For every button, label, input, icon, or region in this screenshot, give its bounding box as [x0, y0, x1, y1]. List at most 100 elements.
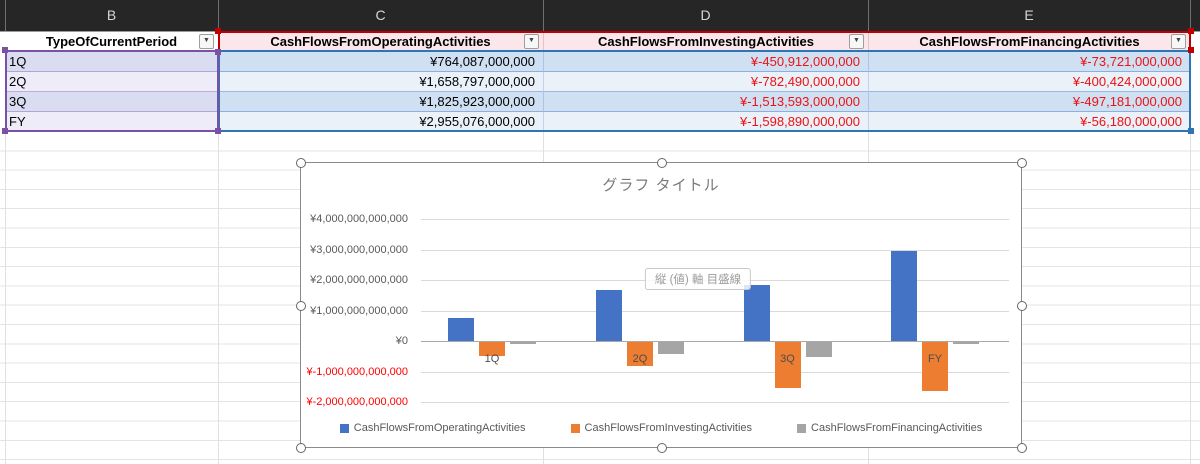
filter-arrow-icon: ▼ [853, 37, 860, 44]
chart-resize-handle-bottom-center[interactable] [657, 443, 667, 453]
header-label: CashFlowsFromOperatingActivities [270, 34, 491, 49]
legend-label: CashFlowsFromInvestingActivities [584, 422, 753, 434]
bar-FY-series-2[interactable] [953, 342, 979, 344]
legend-label: CashFlowsFromFinancingActivities [811, 422, 983, 434]
table-body: 1Q ¥764,087,000,000 ¥-450,912,000,000 ¥-73,… [0, 52, 1200, 132]
column-header-D[interactable]: D [700, 7, 711, 23]
value-cell[interactable]: ¥-1,513,593,000,000 [543, 92, 868, 112]
header-label: TypeOfCurrentPeriod [45, 34, 178, 49]
bar-FY-series-1[interactable] [922, 342, 948, 391]
filter-dropdown-button[interactable]: ▼ [849, 34, 864, 49]
bar-3Q-series-2[interactable] [805, 342, 832, 358]
bar-3Q-series-0[interactable] [743, 285, 770, 341]
filter-dropdown-button[interactable]: ▼ [1171, 34, 1186, 49]
value-cell[interactable]: ¥764,087,000,000 [218, 52, 543, 72]
bar-2Q-series-0[interactable] [596, 290, 622, 341]
period-cell[interactable]: 1Q [5, 52, 218, 72]
range-handle[interactable] [1188, 47, 1194, 53]
legend-swatch-icon [797, 423, 807, 433]
chart-title[interactable]: グラフ タイトル [602, 177, 720, 194]
header-label: CashFlowsFromInvestingActivities [598, 34, 814, 49]
x-axis-category-label: 1Q [484, 353, 500, 365]
legend-swatch-icon [339, 423, 349, 433]
value-cell[interactable]: ¥-450,912,000,000 [543, 52, 868, 72]
column-divider [218, 0, 219, 31]
chart-resize-handle-top-right[interactable] [1017, 158, 1027, 168]
value-cell[interactable]: ¥-400,424,000,000 [868, 72, 1190, 92]
range-handle[interactable] [2, 47, 8, 53]
column-header-C[interactable]: C [375, 7, 386, 23]
bar-FY-series-0[interactable] [891, 250, 917, 341]
x-axis-category-label: 3Q [780, 353, 795, 365]
header-cell-financing[interactable]: CashFlowsFromFinancingActivities ▼ [868, 32, 1190, 52]
legend-label: CashFlowsFromOperatingActivities [353, 422, 526, 434]
x-axis-category-label: 2Q [632, 353, 648, 365]
value-cell[interactable]: ¥2,955,076,000,000 [218, 112, 543, 132]
header-cell-type-of-current-period[interactable]: TypeOfCurrentPeriod ▼ [5, 32, 218, 52]
chart-resize-handle-mid-left[interactable] [296, 301, 306, 311]
range-fill-handle[interactable] [1188, 128, 1194, 134]
period-cell[interactable]: 2Q [5, 72, 218, 92]
column-divider [1190, 0, 1191, 31]
range-handle[interactable] [215, 28, 221, 34]
value-cell[interactable]: ¥1,658,797,000,000 [218, 72, 543, 92]
legend-swatch-icon [570, 423, 580, 433]
legend-item[interactable]: CashFlowsFromFinancingActivities [797, 422, 982, 434]
bar-1Q-series-1[interactable] [479, 342, 505, 356]
y-axis-tick-label: ¥-1,000,000,000,000 [306, 365, 408, 378]
bar-2Q-series-2[interactable] [658, 342, 684, 355]
range-handle[interactable] [2, 128, 8, 134]
chart-gridline [421, 219, 1009, 220]
chart-gridline [421, 402, 1009, 403]
filter-arrow-icon: ▼ [528, 37, 535, 44]
value-cell[interactable]: ¥-56,180,000,000 [868, 112, 1190, 132]
y-axis-tick-label: ¥-2,000,000,000,000 [306, 396, 408, 408]
column-header-band: B C D E [0, 0, 1200, 32]
chart-resize-handle-mid-right[interactable] [1017, 301, 1027, 311]
range-handle[interactable] [1188, 28, 1194, 34]
chart-resize-handle-top-left[interactable] [296, 158, 306, 168]
value-cell[interactable]: ¥-782,490,000,000 [543, 72, 868, 92]
bar-1Q-series-2[interactable] [510, 342, 536, 345]
sheet-column-gridline [218, 32, 219, 464]
range-handle[interactable] [215, 128, 221, 134]
header-label: CashFlowsFromFinancingActivities [919, 34, 1140, 49]
period-cell[interactable]: FY [5, 112, 218, 132]
chart-gridline [421, 371, 1009, 373]
chart-object[interactable]: グラフ タイトル ¥4,000,000,000,000 ¥3,000,000,00… [296, 158, 1027, 453]
chart-legend[interactable]: CashFlowsFromOperatingActivities CashFlow… [301, 422, 1021, 434]
header-cell-investing[interactable]: CashFlowsFromInvestingActivities ▼ [543, 32, 868, 52]
chart-resize-handle-bottom-left[interactable] [296, 443, 306, 453]
filter-dropdown-button[interactable]: ▼ [199, 34, 214, 49]
column-divider [5, 0, 6, 31]
y-axis-tick-label: ¥1,000,000,000,000 [310, 304, 408, 317]
column-header-E[interactable]: E [1024, 7, 1034, 23]
chart-gridline [421, 310, 1009, 312]
column-header-B[interactable]: B [106, 7, 117, 23]
filter-dropdown-button[interactable]: ▼ [524, 34, 539, 49]
bar-1Q-series-0[interactable] [448, 317, 474, 341]
chart-zero-axis-line [421, 341, 1009, 342]
legend-item[interactable]: CashFlowsFromInvestingActivities [570, 422, 753, 434]
column-divider [868, 0, 869, 31]
y-axis-tick-label: ¥3,000,000,000,000 [310, 243, 408, 256]
chart-gridline [421, 249, 1009, 251]
value-cell[interactable]: ¥-1,598,890,000,000 [543, 112, 868, 132]
legend-item[interactable]: CashFlowsFromOperatingActivities [339, 422, 526, 434]
header-cell-operating[interactable]: CashFlowsFromOperatingActivities ▼ [218, 32, 543, 52]
table-row: 3Q ¥1,825,923,000,000 ¥-1,513,593,000,000 ¥… [0, 92, 1200, 112]
bar-2Q-series-1[interactable] [627, 342, 653, 366]
table-row: 1Q ¥764,087,000,000 ¥-450,912,000,000 ¥-73,… [0, 52, 1200, 72]
value-cell[interactable]: ¥1,825,923,000,000 [218, 92, 543, 112]
value-cell[interactable]: ¥-497,181,000,000 [868, 92, 1190, 112]
column-divider [543, 0, 544, 31]
y-axis-tick-label: ¥4,000,000,000,000 [310, 213, 408, 225]
value-cell[interactable]: ¥-73,721,000,000 [868, 52, 1190, 72]
y-axis-tick-label: ¥0 [395, 335, 408, 347]
bar-3Q-series-1[interactable] [774, 342, 801, 389]
chart-resize-handle-top-center[interactable] [657, 158, 667, 168]
chart-resize-handle-bottom-right[interactable] [1017, 443, 1027, 453]
range-handle[interactable] [215, 49, 221, 55]
period-cell[interactable]: 3Q [5, 92, 218, 112]
